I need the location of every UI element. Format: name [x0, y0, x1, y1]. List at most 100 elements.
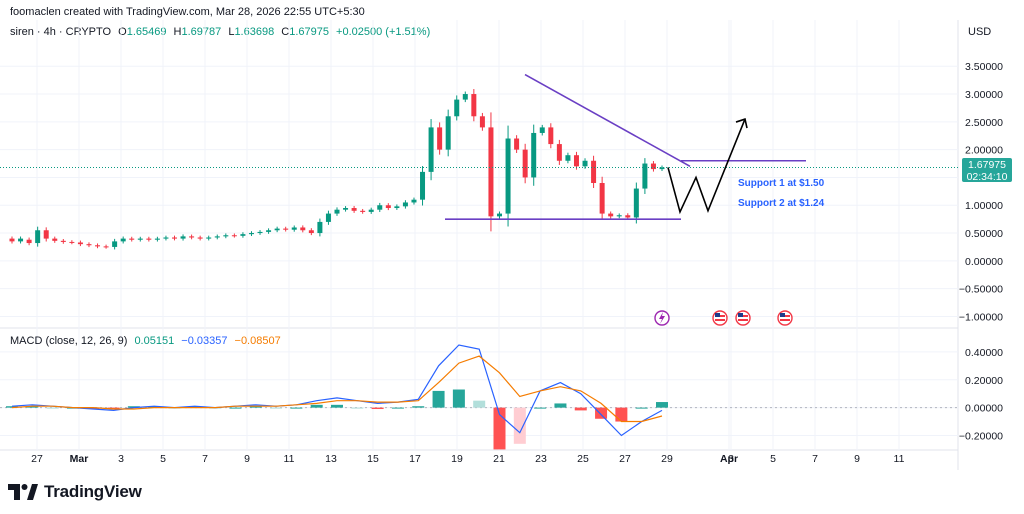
time-tick-label: 5: [770, 453, 776, 465]
macd-histogram-bar: [595, 407, 608, 419]
candle-body: [582, 160, 588, 167]
candle-body: [103, 246, 109, 248]
price-tick-label: 0.50000: [965, 228, 1003, 240]
symbol-name: siren · 4h · CRYPTO: [10, 26, 112, 38]
macd-histogram-bar: [391, 407, 404, 409]
candle-body: [86, 244, 92, 246]
candle-body: [60, 240, 66, 242]
low-label: L: [228, 26, 235, 38]
us-flag-canton: [780, 313, 785, 317]
candle-body: [137, 238, 143, 240]
chart-credit: foomaclen created with TradingView.com, …: [10, 6, 365, 18]
candle-body: [385, 205, 391, 209]
candle-body: [514, 138, 520, 150]
candle-body: [240, 234, 246, 236]
candle-body: [283, 228, 289, 230]
signal-line: [11, 355, 663, 423]
macd-histogram-bar: [351, 407, 364, 409]
candle-body: [420, 171, 426, 200]
macd-histogram-bar: [412, 406, 425, 408]
macd-histogram-bar: [473, 400, 486, 408]
candle-body: [77, 242, 83, 245]
lightning-bolt-icon: [659, 312, 665, 324]
macd-histogram-bar: [432, 390, 445, 408]
us-flag-stripe: [780, 319, 790, 321]
open-value: 1.65469: [126, 26, 167, 38]
candle-body: [197, 237, 203, 239]
last-price: 1.67975: [968, 159, 1006, 171]
time-tick-label: 13: [325, 453, 337, 465]
candle-body: [231, 235, 237, 237]
tradingview-logo-icon: [8, 484, 38, 500]
candle-body: [462, 94, 468, 100]
macd-histogram-bar: [188, 406, 201, 408]
candle-body: [659, 167, 665, 170]
candle-body: [411, 199, 417, 203]
candle-body: [539, 127, 545, 133]
candle-body: [479, 116, 485, 128]
candle-body: [120, 238, 126, 242]
time-tick-label: 11: [284, 453, 295, 465]
candle-body: [360, 210, 366, 212]
macd-label: MACD (close, 12, 26, 9): [10, 335, 128, 347]
candlestick-series: [9, 89, 665, 250]
chart-grid: [0, 20, 959, 470]
time-tick-label: Mar: [70, 453, 89, 465]
candle-body: [394, 206, 400, 209]
candle-body: [642, 163, 648, 189]
candle-body: [616, 215, 622, 217]
high-value: 1.69787: [181, 26, 222, 38]
candle-body: [52, 238, 58, 241]
candle-body: [172, 237, 177, 239]
candle-body: [69, 241, 75, 243]
macd-histogram-bar: [635, 407, 648, 409]
candle-body: [437, 127, 443, 150]
price-tick-label: 3.00000: [965, 89, 1003, 101]
macd-tick-label: 0.00000: [965, 403, 1003, 415]
currency-label[interactable]: USD: [968, 26, 992, 38]
candle-body: [488, 127, 494, 217]
macd-histogram-bar: [534, 407, 547, 409]
macd-tick-label: 0.20000: [965, 375, 1003, 387]
macd-histogram-bar: [46, 407, 59, 409]
candle-body: [471, 94, 477, 117]
macd-histogram-bar: [249, 406, 262, 408]
change-value: +0.02500 (+1.51%): [336, 26, 431, 38]
price-tick-label: −1.00000: [959, 311, 1003, 323]
candle-body: [214, 236, 220, 238]
macd-histogram-bar: [331, 404, 343, 408]
last-price-tag: 1.67975 02:34:10: [962, 158, 1012, 183]
candle-body: [377, 205, 383, 210]
candle-body: [95, 245, 101, 247]
candle-body: [565, 155, 571, 161]
time-tick-label: Apr: [720, 453, 738, 465]
price-tick-label: 1.00000: [965, 200, 1003, 212]
us-flag-stripe: [738, 319, 748, 321]
candle-body: [248, 233, 254, 235]
candle-body: [129, 238, 135, 240]
candle-body: [343, 208, 349, 210]
price-tick-label: 2.00000: [965, 145, 1003, 157]
candle-body: [368, 209, 374, 212]
macd-histogram-bar: [127, 406, 140, 408]
macd-value: 0.05151: [134, 335, 175, 347]
time-tick-label: 7: [812, 453, 818, 465]
candle-body: [625, 215, 631, 218]
time-tick-label: 17: [409, 453, 421, 465]
candle-body: [274, 228, 280, 231]
time-tick-label: 3: [118, 453, 124, 465]
candle-body: [650, 163, 656, 170]
candle-body: [43, 230, 49, 239]
time-tick-label: 29: [661, 453, 673, 465]
us-flag-canton: [738, 313, 743, 317]
symbol-legend: siren · 4h · CRYPTO O1.65469 H1.69787 L1…: [10, 26, 434, 38]
tradingview-logo[interactable]: TradingView: [8, 480, 142, 504]
descending-trendline: [524, 73, 691, 168]
candle-body: [445, 116, 451, 150]
close-label: C: [281, 26, 290, 38]
macd-histogram-bar: [148, 406, 161, 408]
candle-body: [300, 227, 306, 231]
time-tick-label: 27: [31, 453, 43, 465]
candle-body: [266, 230, 272, 232]
